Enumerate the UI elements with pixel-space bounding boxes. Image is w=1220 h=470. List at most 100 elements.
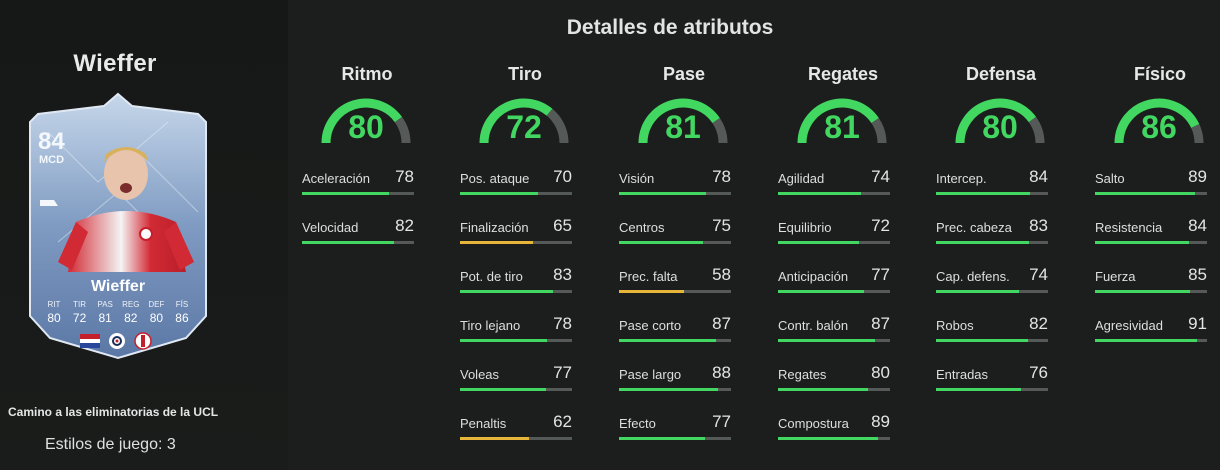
stat-value: 89	[871, 412, 890, 431]
stat-row[interactable]: Resistencia 84	[1095, 208, 1207, 257]
stat-row[interactable]: Anticipación 77	[778, 257, 890, 306]
stat-row[interactable]: Pos. ataque 70	[460, 159, 572, 208]
stat-row[interactable]: Prec. cabeza 83	[936, 208, 1048, 257]
stat-bar-track	[619, 437, 731, 440]
stat-value: 83	[1029, 216, 1048, 235]
stat-bar-track	[619, 241, 731, 244]
stat-list: Salto 89 Resistencia 84 Fuerza 85 Agresividad 9…	[1095, 159, 1220, 355]
category-title: Regates	[807, 64, 879, 84]
gauge-track	[546, 108, 569, 144]
stat-row[interactable]: Centros 75	[619, 208, 731, 257]
stat-row[interactable]: Entradas 76	[936, 355, 1048, 404]
stat-row[interactable]: Finalización 65	[460, 208, 572, 257]
stat-name: Agresividad	[1095, 318, 1163, 333]
netherlands-flag-icon	[80, 334, 100, 348]
category-value: 81	[824, 109, 860, 145]
stat-value: 62	[553, 412, 572, 431]
stat-name: Resistencia	[1095, 220, 1163, 235]
stat-row[interactable]: Equilibrio 72	[778, 208, 890, 257]
stat-bar-fill	[1095, 192, 1195, 195]
stat-bar-fill	[460, 437, 530, 440]
stat-bar-track	[460, 241, 572, 244]
stat-row[interactable]: Visión 78	[619, 159, 731, 208]
stat-bar-track	[460, 339, 572, 342]
card-stat-value: 80	[47, 311, 61, 325]
stat-row[interactable]: Cap. defens. 74	[936, 257, 1048, 306]
card-stat-label: PAS	[97, 300, 113, 309]
category-gauge: 81	[792, 93, 892, 153]
stat-row[interactable]: Fuerza 85	[1095, 257, 1207, 306]
playstyles-label[interactable]: Estilos de juego: 3	[45, 436, 176, 453]
category-gauge: 86	[1109, 93, 1209, 153]
stat-list: Intercep. 84 Prec. cabeza 83 Cap. defens. 74 R…	[936, 159, 1076, 404]
club-crest-icon	[134, 332, 152, 350]
stat-name: Tiro lejano	[460, 318, 521, 333]
gauge-fill	[638, 98, 720, 144]
stat-name: Finalización	[460, 220, 529, 235]
stat-row[interactable]: Intercep. 84	[936, 159, 1048, 208]
stat-row[interactable]: Compostura 89	[778, 404, 890, 453]
stat-value: 85	[1188, 265, 1207, 284]
player-panel: Wieffer	[0, 0, 288, 470]
stat-name: Pase largo	[619, 367, 682, 382]
gauge-arc	[321, 98, 411, 144]
stat-row[interactable]: Agilidad 74	[778, 159, 890, 208]
gauge-track	[1028, 116, 1045, 144]
stat-row[interactable]: Penaltis 62	[460, 404, 572, 453]
stat-row[interactable]: Robos 82	[936, 306, 1048, 355]
stat-bar-fill	[1095, 241, 1190, 244]
stat-name: Pase corto	[619, 318, 682, 333]
gauge-arc	[479, 98, 569, 144]
card-stat: DEF 80	[144, 300, 168, 325]
stat-name: Penaltis	[460, 416, 507, 431]
stat-row[interactable]: Agresividad 91	[1095, 306, 1207, 355]
card-stat: FÍS 86	[170, 300, 194, 325]
stat-bar-track	[778, 241, 890, 244]
stat-row[interactable]: Pase largo 88	[619, 355, 731, 404]
category-value: 80	[982, 109, 1018, 145]
stat-row[interactable]: Efecto 77	[619, 404, 731, 453]
category-title: Defensa	[965, 64, 1037, 84]
stat-bar-fill	[936, 339, 1028, 342]
stat-row[interactable]: Regates 80	[778, 355, 890, 404]
stat-row[interactable]: Pase corto 87	[619, 306, 731, 355]
stat-bar-track	[936, 290, 1048, 293]
stat-name: Compostura	[778, 416, 849, 431]
category-column: Físico 86 Salto 89 Resistencia 84 Fuerza 85 Agre…	[1095, 64, 1220, 355]
stat-row[interactable]: Tiro lejano 78	[460, 306, 572, 355]
player-name-title: Wieffer	[73, 50, 157, 77]
stat-row[interactable]: Prec. falta 58	[619, 257, 731, 306]
stat-row[interactable]: Velocidad 82	[302, 208, 414, 257]
stat-row[interactable]: Voleas 77	[460, 355, 572, 404]
stat-bar-track	[778, 388, 890, 391]
stat-name: Fuerza	[1095, 269, 1136, 284]
stat-value: 84	[1029, 167, 1048, 186]
stat-row[interactable]: Pot. de tiro 83	[460, 257, 572, 306]
gauge-track	[394, 116, 411, 144]
card-stat-value: 81	[98, 311, 112, 325]
stat-bar-fill	[302, 241, 394, 244]
stat-bar-fill	[460, 290, 553, 293]
stat-name: Velocidad	[302, 220, 359, 235]
stat-bar-fill	[460, 339, 548, 342]
stat-value: 77	[712, 412, 731, 431]
stat-bar-fill	[460, 241, 533, 244]
card-stat-value: 72	[72, 311, 87, 325]
stat-row[interactable]: Salto 89	[1095, 159, 1207, 208]
stat-name: Agilidad	[778, 171, 825, 186]
card-position: MCD	[39, 154, 65, 166]
stat-name: Contr. balón	[778, 318, 849, 333]
stat-value: 72	[871, 216, 890, 235]
stat-row[interactable]: Contr. balón 87	[778, 306, 890, 355]
stat-bar-fill	[302, 192, 390, 195]
stat-bar-fill	[1095, 339, 1197, 342]
stat-bar-track	[936, 339, 1048, 342]
stat-list: Agilidad 74 Equilibrio 72 Anticipación 77 Cont…	[778, 159, 918, 453]
stat-name: Equilibrio	[778, 220, 832, 235]
stat-row[interactable]: Aceleración 78	[302, 159, 414, 208]
card-stat-label: FÍS	[175, 300, 189, 309]
category-gauge: 72	[474, 93, 574, 153]
stat-name: Pot. de tiro	[460, 269, 523, 284]
stat-name: Regates	[778, 367, 827, 382]
player-card[interactable]: 84 MCD Wieffer RIT 80 TIR 72 PAS 81 REG …	[28, 92, 208, 360]
